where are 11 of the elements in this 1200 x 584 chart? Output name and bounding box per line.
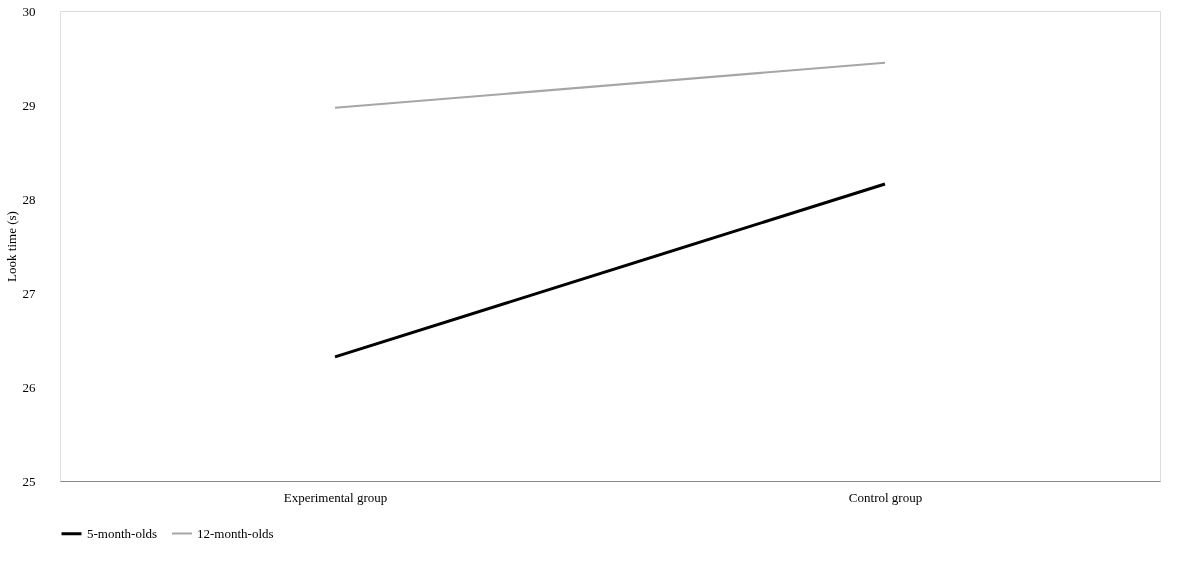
y-tick-label: 28 — [22, 191, 36, 207]
y-tick-label: 30 — [22, 3, 36, 19]
y-tick-label: 27 — [22, 285, 36, 301]
y-tick-label: 29 — [22, 97, 36, 113]
x-tick-label: Experimental group — [283, 489, 388, 505]
y-axis-title: Look time (s) — [3, 211, 19, 282]
legend-label: 5-month-olds — [87, 525, 158, 541]
y-tick-label: 25 — [22, 473, 36, 489]
legend-label: 12-month-olds — [197, 525, 274, 541]
x-tick-label: Control group — [848, 489, 923, 505]
y-tick-label: 26 — [22, 379, 36, 395]
